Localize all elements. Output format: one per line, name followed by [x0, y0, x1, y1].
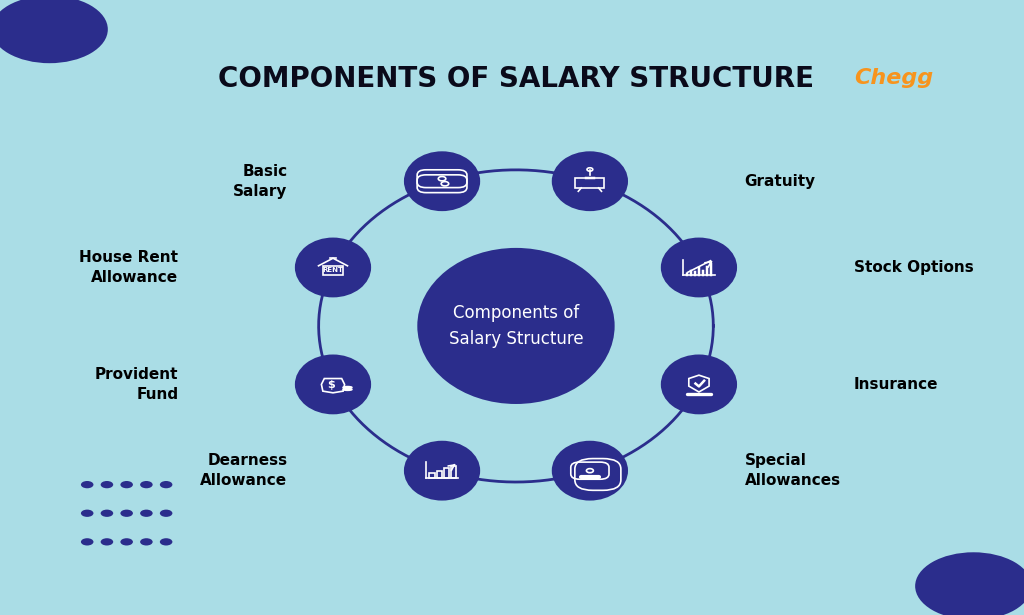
Circle shape — [121, 510, 133, 517]
Ellipse shape — [295, 237, 371, 298]
Circle shape — [160, 538, 172, 546]
Text: Gratuity: Gratuity — [744, 173, 816, 189]
Circle shape — [160, 510, 172, 517]
Text: $: $ — [328, 380, 336, 391]
Circle shape — [160, 481, 172, 488]
Circle shape — [140, 538, 153, 546]
Text: House Rent
Allowance: House Rent Allowance — [79, 250, 178, 285]
Circle shape — [81, 538, 93, 546]
Text: Chegg: Chegg — [854, 68, 933, 89]
Bar — [443, 468, 449, 478]
Text: Dearness
Allowance: Dearness Allowance — [200, 453, 288, 488]
Ellipse shape — [552, 151, 628, 211]
Text: Provident
Fund: Provident Fund — [95, 367, 178, 402]
Circle shape — [140, 481, 153, 488]
Text: Basic
Salary: Basic Salary — [232, 164, 288, 199]
Ellipse shape — [403, 151, 480, 211]
Text: Insurance: Insurance — [854, 377, 938, 392]
Text: Components of
Salary Structure: Components of Salary Structure — [449, 304, 584, 348]
Circle shape — [0, 0, 108, 63]
Circle shape — [81, 481, 93, 488]
Circle shape — [121, 481, 133, 488]
Bar — [429, 473, 434, 478]
Ellipse shape — [552, 441, 628, 501]
Bar — [436, 470, 441, 478]
Circle shape — [915, 552, 1024, 615]
Circle shape — [121, 538, 133, 546]
Ellipse shape — [660, 354, 737, 415]
Ellipse shape — [660, 237, 737, 298]
Circle shape — [100, 481, 114, 488]
Ellipse shape — [418, 248, 614, 404]
Text: Stock Options: Stock Options — [854, 260, 974, 275]
Text: COMPONENTS OF SALARY STRUCTURE: COMPONENTS OF SALARY STRUCTURE — [218, 65, 814, 93]
Circle shape — [100, 510, 114, 517]
Ellipse shape — [403, 441, 480, 501]
Circle shape — [140, 510, 153, 517]
Ellipse shape — [295, 354, 371, 415]
Circle shape — [100, 538, 114, 546]
Circle shape — [81, 510, 93, 517]
Text: RENT: RENT — [323, 267, 343, 273]
Text: Special
Allowances: Special Allowances — [744, 453, 841, 488]
Bar — [451, 466, 457, 478]
Bar — [323, 266, 343, 275]
